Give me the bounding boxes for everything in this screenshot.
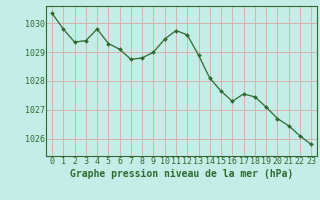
- X-axis label: Graphe pression niveau de la mer (hPa): Graphe pression niveau de la mer (hPa): [70, 169, 293, 179]
